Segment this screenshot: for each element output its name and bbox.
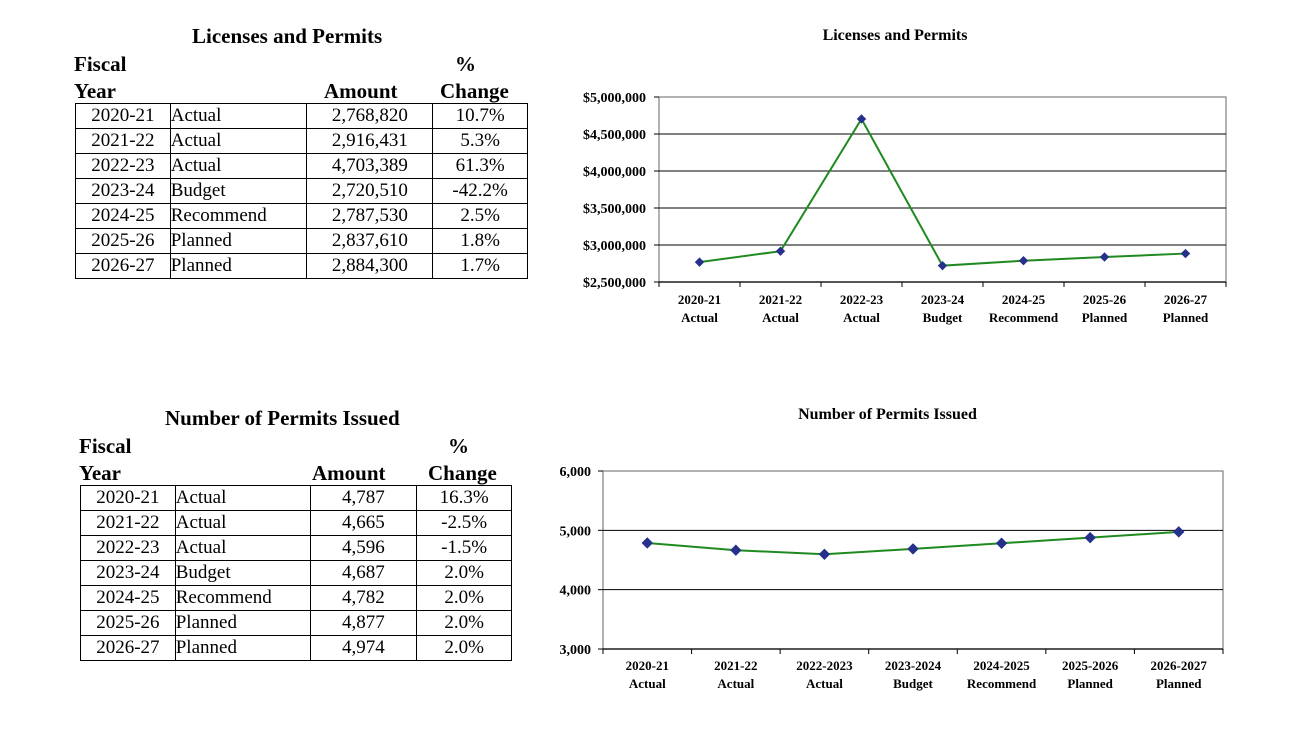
data-point [856,114,867,124]
table-row: 2023-24 Budget 4,687 2.0% [80,560,512,586]
type-cell: Recommend [174,585,311,611]
table-row: 2026-27 Planned 2,884,300 1.7% [75,253,528,279]
x-tick-label: Recommend [989,310,1059,325]
data-point [694,257,705,267]
table-row: 2023-24 Budget 2,720,510 -42.2% [75,178,528,204]
x-tick-label: 2023-24 [921,292,965,307]
amount-cell: 4,877 [309,610,418,636]
x-tick-label: 2025-26 [1083,292,1127,307]
licenses-table: 2020-21 Actual 2,768,820 10.7% 2021-22 Actual… [75,103,528,279]
x-tick-label: Budget [923,310,963,325]
change-header: Change [428,461,497,485]
x-tick-label: 2021-22 [759,292,802,307]
change-cell: 1.7% [432,253,528,279]
permits-table: 2020-21 Actual 4,787 16.3% 2021-22 Actual 4,66… [80,485,512,661]
amount-header: Amount [312,461,386,485]
change-header: Change [440,79,509,103]
table-row: 2021-22 Actual 2,916,431 5.3% [75,128,528,154]
type-cell: Actual [174,510,311,536]
x-tick-label: Planned [1163,310,1209,325]
licenses-table-title: Licenses and Permits [192,24,383,48]
series-line [699,116,1186,267]
change-cell: 1.8% [432,228,528,254]
change-cell: 2.0% [416,610,512,636]
y-tick-label: $3,500,000 [583,202,646,217]
amount-cell: 4,974 [309,635,418,661]
fiscal-year-cell: 2022-23 [80,535,176,561]
data-point [1018,256,1029,266]
x-tick-label: Planned [1082,310,1128,325]
fiscal-year-cell: 2020-21 [80,485,176,511]
licenses-chart-title: Licenses and Permits [822,27,968,44]
x-tick-label: Actual [681,310,718,325]
type-cell: Planned [174,610,311,636]
table-row: 2021-22 Actual 4,665 -2.5% [80,510,512,536]
fiscal-header: Fiscal [74,52,127,76]
y-tick-label: $2,500,000 [583,276,646,291]
table-row: 2026-27 Planned 4,974 2.0% [80,635,512,661]
permits-table-title: Number of Permits Issued [165,406,400,430]
amount-header: Amount [324,79,398,103]
fiscal-year-cell: 2022-23 [75,153,171,179]
permits-chart-title: Number of Permits Issued [798,406,977,423]
fiscal-year-cell: 2026-27 [75,253,171,279]
pct-header: % [448,434,469,458]
amount-cell: 2,837,610 [306,228,434,254]
fiscal-header: Fiscal [79,434,132,458]
fiscal-year-cell: 2021-22 [75,128,171,154]
type-cell: Actual [169,103,308,129]
amount-cell: 4,782 [309,585,418,611]
amount-cell: 4,703,389 [306,153,434,179]
y-tick-label: $5,000,000 [583,91,646,106]
type-cell: Planned [169,253,308,279]
change-cell: 2.0% [416,635,512,661]
x-tick-label: Actual [843,310,880,325]
x-tick-label: 2026-27 [1164,292,1208,307]
y-tick-label: $4,000,000 [583,165,646,180]
table-row: 2020-21 Actual 2,768,820 10.7% [75,103,528,129]
type-cell: Actual [169,153,308,179]
data-point [1180,248,1191,259]
change-cell: 16.3% [416,485,512,511]
amount-cell: 2,884,300 [306,253,434,279]
fiscal-year-cell: 2023-24 [75,178,171,204]
type-cell: Planned [174,635,311,661]
x-tick-label: 2022-23 [840,292,884,307]
amount-cell: 4,665 [309,510,418,536]
amount-cell: 4,687 [309,560,418,586]
data-point [775,246,786,256]
table-row: 2020-21 Actual 4,787 16.3% [80,485,512,511]
change-cell: -42.2% [432,178,528,204]
change-cell: -1.5% [416,535,512,561]
pct-header: % [455,52,476,76]
data-point [1099,252,1110,262]
year-header: Year [74,79,116,103]
y-tick-label: $4,500,000 [583,128,646,143]
amount-cell: 2,916,431 [306,128,434,154]
plot-area [658,96,1227,283]
fiscal-year-cell: 2023-24 [80,560,176,586]
amount-cell: 2,787,530 [306,203,434,229]
change-cell: 2.0% [416,585,512,611]
type-cell: Actual [174,485,311,511]
amount-cell: 2,720,510 [306,178,434,204]
x-tick-label: Actual [762,310,799,325]
x-tick-label: 2024-25 [1002,292,1046,307]
type-cell: Budget [174,560,311,586]
table-row: 2024-25 Recommend 4,782 2.0% [80,585,512,611]
year-header: Year [79,461,121,485]
fiscal-year-cell: 2024-25 [80,585,176,611]
fiscal-year-cell: 2025-26 [75,228,171,254]
x-tick-label: 2020-21 [678,292,721,307]
data-point [937,260,948,271]
change-cell: 10.7% [432,103,528,129]
y-tick-label: $3,000,000 [583,239,646,254]
